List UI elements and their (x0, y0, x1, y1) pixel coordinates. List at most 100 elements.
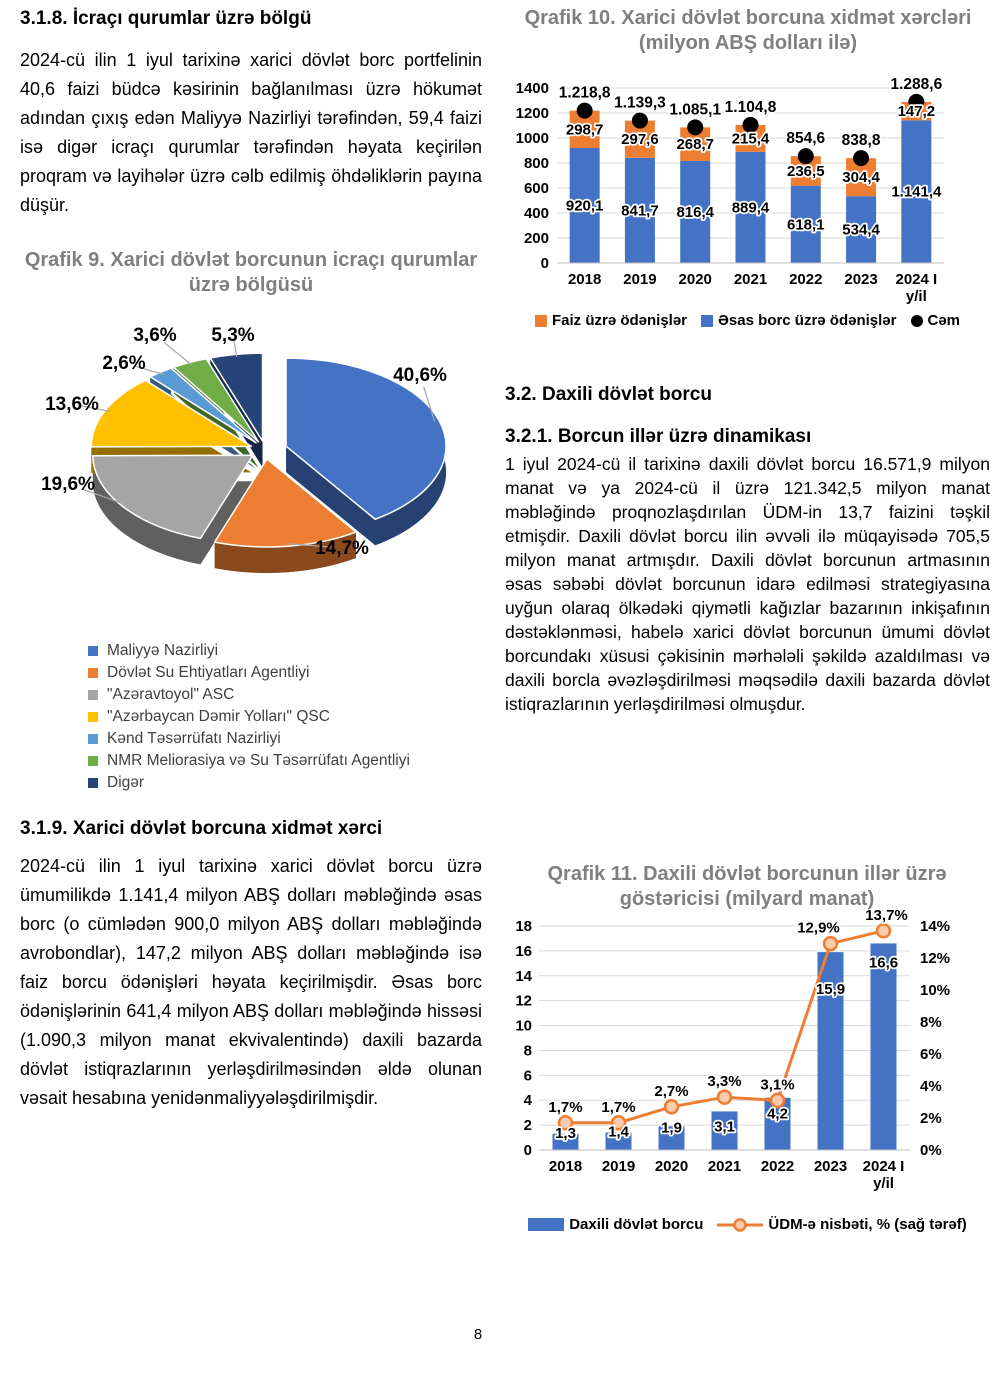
right-axis-label: 10% (920, 982, 950, 999)
legend-item: Əsas borc üzrə ödənişlər (701, 312, 897, 329)
bar-value-label: 1,3 (555, 1125, 576, 1142)
line-marker-icon (610, 1115, 627, 1131)
pie-value-label: 2,6% (102, 353, 145, 374)
interest-label: 297,6 (621, 131, 659, 148)
y-axis-label: 0 (541, 255, 549, 272)
qrafik11-combo-chart: 0 2 4 6 8 10 12 14 16 18 0% 2% 4% 6% 8% 10% 12% 14% 1,3 1,7… (515, 910, 950, 1192)
total-label: 838,8 (842, 132, 881, 149)
line-marker-icon (557, 1115, 574, 1131)
qrafik9-pie-chart: 40,6% 14,7% 19,6% 13,6%2,6% 3,6% 5,3% (41, 325, 447, 573)
pie-label-leader (423, 386, 436, 422)
bar-internal-debt (658, 1126, 685, 1150)
bar-internal-debt (552, 1133, 579, 1150)
bar-value-label: 4,2 (767, 1106, 788, 1123)
pie-value-label: 13,6% (45, 394, 99, 415)
percent-label: 13,7% (865, 910, 908, 924)
right-axis-label: 6% (920, 1046, 942, 1063)
qrafik10-bar-chart: 0 200 400 600 800 1000 1200 1400 920,1 298,7 1.218… (516, 74, 945, 305)
bar-value-label: 1,9 (661, 1119, 682, 1136)
legend-label: Digər (107, 774, 145, 791)
legend-label: Faiz üzrə ödənişlər (551, 312, 688, 329)
x-axis-label: y/il (873, 1175, 894, 1192)
page-number: 8 (473, 1326, 483, 1343)
legend-label: Daxili dövlət borcu (569, 1216, 704, 1233)
right-axis-label: 12% (920, 950, 950, 967)
legend-label: Kənd Təsərrüfatı Nazirliyi (107, 730, 281, 747)
bar-segment-principal (569, 147, 600, 263)
bar-internal-debt (605, 1132, 632, 1150)
bar-value-label: 1,4 (608, 1124, 630, 1141)
pie-label-leader (81, 405, 110, 413)
legend-label: Dövlət Su Ehtiyatları Agentliyi (107, 664, 310, 681)
percent-label: 12,9% (797, 920, 840, 937)
x-axis-label: 2021 (734, 271, 767, 288)
right-axis-label: 14% (920, 918, 950, 935)
legend-label: Maliyyə Nazirliyi (107, 642, 219, 659)
left-axis-label: 16 (515, 943, 532, 960)
pie-slice (149, 367, 257, 444)
total-label: 1.104,8 (725, 99, 777, 116)
legend-item: Digər (88, 774, 468, 791)
legend-swatch-icon (701, 314, 714, 327)
pie-label-leader (133, 365, 164, 375)
line-marker-icon (875, 923, 892, 939)
y-axis-label: 800 (524, 155, 549, 172)
line-marker-icon (663, 1099, 680, 1115)
x-axis-label: 2018 (549, 1158, 582, 1175)
y-axis-label: 1000 (516, 130, 549, 147)
percent-label: 1,7% (601, 1099, 635, 1116)
bar-segment-principal (846, 196, 877, 263)
right-axis-label: 0% (920, 1142, 942, 1159)
bar-value-label: 3,1 (714, 1118, 735, 1135)
interest-label: 215,4 (732, 130, 770, 147)
x-axis-label: 2020 (655, 1158, 688, 1175)
principal-label: 1.141,4 (891, 184, 942, 201)
x-axis-label: y/il (906, 288, 927, 305)
x-axis-label: 2023 (814, 1158, 847, 1175)
qrafik11-title: Qrafik 11. Daxili dövlət borcunun illər … (547, 863, 947, 910)
legend-item: Kənd Təsərrüfatı Nazirliyi (88, 730, 468, 747)
left-axis-label: 8 (524, 1042, 532, 1059)
legend-item: "Azəravtoyol" ASC (88, 686, 468, 703)
bar-segment-principal (790, 185, 821, 263)
left-axis-label: 2 (524, 1117, 532, 1134)
interest-label: 304,4 (842, 169, 880, 186)
legend-swatch-icon (88, 755, 98, 766)
bar-internal-debt (870, 943, 897, 1150)
legend-label: "Azəravtoyol" ASC (107, 686, 235, 703)
pie-slice (92, 454, 254, 540)
legend-item: Cəm (910, 312, 960, 329)
total-label: 1.085,1 (669, 101, 721, 118)
legend-swatch-icon (88, 689, 98, 700)
section-3-2-1-heading: 3.2.1. Borcun illər üzrə dinamikası (505, 426, 812, 447)
qrafik9-legend: Maliyyə Nazirliyi Dövlət Su Ehtiyatları A… (88, 642, 468, 796)
x-axis-label: 2020 (679, 271, 712, 288)
legend-label: ÜDM-ə nisbəti, % (sağ tərəf) (768, 1216, 967, 1233)
right-axis-label: 8% (920, 1014, 942, 1031)
line-marker-icon (769, 1092, 786, 1109)
pie-label-leader (286, 542, 329, 548)
y-axis-label: 200 (524, 230, 549, 247)
section-3-2-1-paragraph: 1 iyul 2024-cü il tarixinə daxili dövlət… (505, 454, 990, 714)
pie-slice (285, 357, 447, 521)
line-marker-icon (822, 935, 839, 952)
bar-segment-principal (680, 160, 711, 263)
x-axis-label: 2022 (761, 1158, 794, 1175)
legend-label: NMR Meliorasiya və Su Təsərrüfatı Agentl… (107, 752, 410, 769)
percent-label: 1,7% (548, 1099, 582, 1116)
x-axis-label: 2021 (708, 1158, 741, 1175)
data-labels: 1,3 1,7% 1,4 1,7% 1,9 2,7% 3,1 3,3% 4,2 3,1% 15,9 1… (547, 910, 910, 1144)
total-label: 854,6 (786, 130, 825, 147)
bar-internal-debt (711, 1111, 738, 1150)
x-axis-label: 2022 (789, 271, 822, 288)
total-label: 1.139,3 (614, 95, 666, 112)
legend-swatch-icon (88, 667, 98, 678)
data-labels: 920,1 298,7 1.218,8 841,7 297,6 1.139,3 816,4 2… (557, 74, 944, 240)
x-axis-label: 2024 I (895, 271, 937, 288)
section-3-1-8-heading: 3.1.8. İcraçı qurumlar üzrə bölgü (20, 8, 312, 29)
left-axis-label: 6 (524, 1067, 532, 1084)
legend-swatch-icon (88, 777, 98, 788)
x-axis-label: 2024 I (863, 1158, 905, 1175)
right-axis-label: 2% (920, 1110, 942, 1127)
x-axis-label: 2018 (568, 271, 601, 288)
